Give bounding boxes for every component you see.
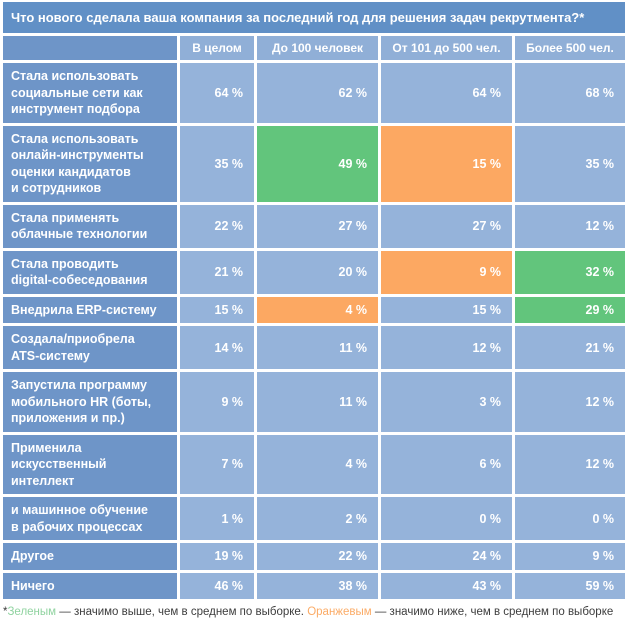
value-cell: 3 %	[381, 372, 512, 432]
table-row: Создала/приобрела ATS-систему 14 % 11 % 12 …	[3, 326, 625, 369]
table-row: и машинное обучение в рабочих процессах 1…	[3, 497, 625, 540]
column-header: Более 500 чел.	[515, 36, 625, 60]
value-cell: 12 %	[515, 434, 625, 494]
column-header: От 101 до 500 чел.	[381, 36, 512, 60]
value-cell: 64 %	[180, 63, 254, 123]
value-cell: 43 %	[381, 572, 512, 599]
corner-cell	[3, 36, 177, 60]
column-header: До 100 человек	[257, 36, 378, 60]
value-cell: 19 %	[180, 543, 254, 570]
row-label: Стала использовать социальные сети как и…	[3, 63, 177, 123]
value-cell: 4 %	[257, 434, 378, 494]
table-row: Запустила программу мобильного HR (боты,…	[3, 372, 625, 432]
value-cell: 21 %	[180, 250, 254, 294]
value-cell: 4 %	[257, 296, 378, 323]
header-row: В целом До 100 человек От 101 до 500 чел. Б…	[3, 36, 625, 60]
table-header: В целом До 100 человек От 101 до 500 чел. Б…	[3, 36, 625, 60]
value-cell: 49 %	[257, 125, 378, 202]
footnote-segment: Оранжевым	[307, 606, 372, 618]
value-cell: 35 %	[180, 125, 254, 202]
value-cell: 32 %	[515, 250, 625, 294]
row-label: Создала/приобрела ATS-систему	[3, 326, 177, 369]
footnote-segment: Зеленым	[7, 606, 57, 618]
footnote-segment: — значимо выше, чем в среднем по выборке…	[56, 606, 308, 618]
value-cell: 14 %	[180, 326, 254, 369]
value-cell: 64 %	[381, 63, 512, 123]
value-cell: 0 %	[381, 497, 512, 540]
value-cell: 35 %	[515, 125, 625, 202]
value-cell: 7 %	[180, 434, 254, 494]
value-cell: 22 %	[257, 543, 378, 570]
value-cell: 0 %	[515, 497, 625, 540]
value-cell: 1 %	[180, 497, 254, 540]
row-label: Внедрила ERP-систему	[3, 296, 177, 323]
results-table: В целом До 100 человек От 101 до 500 чел. Б…	[0, 33, 628, 602]
value-cell: 46 %	[180, 572, 254, 599]
table-row: Другое 19 % 22 % 24 % 9 %	[3, 543, 625, 570]
table-row: Применила искусственный интеллект 7 % 4 % 6…	[3, 434, 625, 494]
value-cell: 27 %	[257, 204, 378, 248]
value-cell: 20 %	[257, 250, 378, 294]
value-cell: 15 %	[381, 125, 512, 202]
value-cell: 15 %	[381, 296, 512, 323]
value-cell: 9 %	[180, 372, 254, 432]
row-label: Применила искусственный интеллект	[3, 434, 177, 494]
value-cell: 6 %	[381, 434, 512, 494]
value-cell: 24 %	[381, 543, 512, 570]
table-row: Стала применять облачные технологии 22 % 2…	[3, 204, 625, 248]
row-label: и машинное обучение в рабочих процессах	[3, 497, 177, 540]
value-cell: 9 %	[381, 250, 512, 294]
table-row: Стала использовать социальные сети как и…	[3, 63, 625, 123]
value-cell: 62 %	[257, 63, 378, 123]
value-cell: 29 %	[515, 296, 625, 323]
row-label: Ничего	[3, 572, 177, 599]
value-cell: 11 %	[257, 372, 378, 432]
value-cell: 12 %	[381, 326, 512, 369]
row-label: Стала использовать онлайн-инструменты оц…	[3, 125, 177, 202]
value-cell: 27 %	[381, 204, 512, 248]
value-cell: 9 %	[515, 543, 625, 570]
value-cell: 22 %	[180, 204, 254, 248]
footnote-segment: — значимо ниже, чем в среднем по выборке	[371, 606, 614, 618]
value-cell: 11 %	[257, 326, 378, 369]
row-label: Запустила программу мобильного HR (боты,…	[3, 372, 177, 432]
row-label: Стала проводить digital-собеседования	[3, 250, 177, 294]
row-label: Стала применять облачные технологии	[3, 204, 177, 248]
table-row: Внедрила ERP-систему 15 % 4 % 15 % 29 %	[3, 296, 625, 323]
value-cell: 12 %	[515, 204, 625, 248]
table-row: Стала проводить digital-собеседования 21 …	[3, 250, 625, 294]
table-row: Ничего 46 % 38 % 43 % 59 %	[3, 572, 625, 599]
table-row: Стала использовать онлайн-инструменты оц…	[3, 125, 625, 202]
value-cell: 38 %	[257, 572, 378, 599]
value-cell: 12 %	[515, 372, 625, 432]
table-body: Стала использовать социальные сети как и…	[3, 63, 625, 599]
value-cell: 21 %	[515, 326, 625, 369]
value-cell: 15 %	[180, 296, 254, 323]
value-cell: 68 %	[515, 63, 625, 123]
value-cell: 59 %	[515, 572, 625, 599]
value-cell: 2 %	[257, 497, 378, 540]
row-label: Другое	[3, 543, 177, 570]
footnote-legend: *Зеленым — значимо выше, чем в среднем п…	[3, 605, 625, 619]
column-header: В целом	[180, 36, 254, 60]
table-title: Что нового сделала ваша компания за посл…	[3, 2, 625, 33]
